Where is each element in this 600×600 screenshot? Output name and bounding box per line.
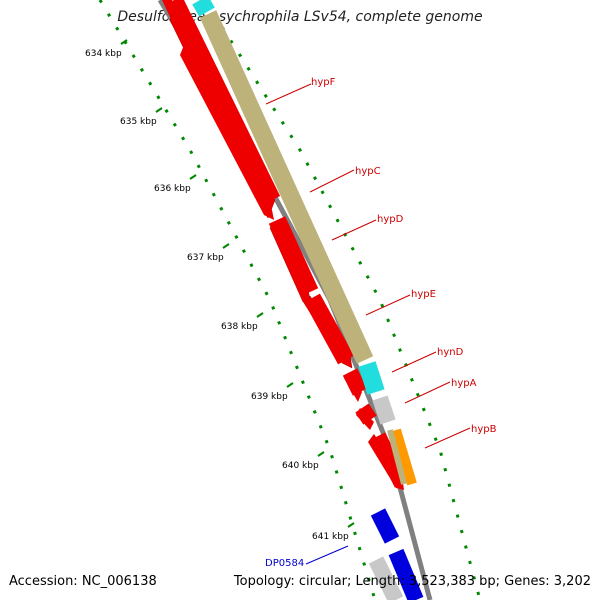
genome-summary: Topology: circular; Length: 3,523,383 bp…: [233, 574, 591, 589]
cog-olive-segment: [387, 429, 407, 485]
gene-label-hypa[interactable]: hypA: [451, 378, 477, 389]
outer-dotted-ruler: [203, 0, 482, 600]
gene-labels: hypF hypC hypD hypE hynD hypA hypB DP0584: [265, 77, 497, 569]
gene-leader-line: [265, 83, 312, 105]
accession-label: Accession: NC_006138: [9, 574, 157, 589]
gene-label-hypb[interactable]: hypB: [471, 424, 497, 435]
gene-label-hypd[interactable]: hypD: [377, 214, 404, 225]
cds-segment: [370, 432, 410, 488]
gene-label-hype[interactable]: hypE: [411, 289, 436, 300]
tick-label: 640 kbp: [282, 461, 319, 471]
cds-segment: [342, 368, 368, 396]
tick-mark: [189, 174, 197, 180]
cog-cyan-segment: [192, 0, 215, 17]
gene-label-hynd[interactable]: hynD: [437, 347, 464, 358]
tick-label: 638 kbp: [221, 322, 258, 332]
tick-label: 641 kbp: [312, 532, 349, 542]
tick-mark: [120, 39, 128, 45]
blue-cds-segment: [370, 508, 400, 544]
cog-orange-segment: [391, 428, 417, 486]
tick-mark: [222, 243, 230, 249]
tick-mark: [286, 382, 294, 388]
gene-label-hypf[interactable]: hypF: [311, 77, 336, 88]
tick-label: 634 kbp: [85, 49, 122, 59]
tick-mark: [155, 107, 163, 113]
gene-label-hypc[interactable]: hypC: [355, 166, 381, 177]
gene-leader-line: [365, 294, 411, 316]
gene-leader-line: [305, 545, 349, 565]
gene-leader-line: [404, 381, 451, 404]
cog-gray-segment: [372, 395, 396, 425]
cds-segment: [268, 216, 319, 296]
tick-mark: [317, 451, 325, 457]
tick-mark: [347, 522, 355, 528]
tick-label: 635 kbp: [120, 117, 157, 127]
tick-label: 636 kbp: [154, 184, 191, 194]
blue-cds-track: [368, 508, 424, 600]
tick-labels: 634 kbp 635 kbp 636 kbp 637 kbp 638 kbp 639 k…: [85, 39, 355, 542]
gene-leader-line: [331, 219, 377, 241]
blue-cds-segment: [388, 548, 424, 600]
gray-cds-segment: [368, 556, 404, 600]
gene-leader-line: [391, 351, 437, 373]
cog-olive-segment: [199, 10, 374, 364]
tick-label: 637 kbp: [187, 253, 224, 263]
cds-main-band: [165, 0, 410, 488]
cds-segment: [165, 0, 281, 204]
cds-segment: [304, 293, 354, 365]
cds-segment: [355, 403, 377, 425]
cog-cyan-segment: [358, 361, 385, 395]
cog-track: [192, 0, 417, 486]
tick-label: 639 kbp: [251, 392, 288, 402]
gene-leader-line: [424, 427, 471, 449]
gene-leader-line: [309, 169, 355, 193]
gene-label-dp0584[interactable]: DP0584: [265, 558, 304, 569]
tick-mark: [256, 312, 264, 318]
